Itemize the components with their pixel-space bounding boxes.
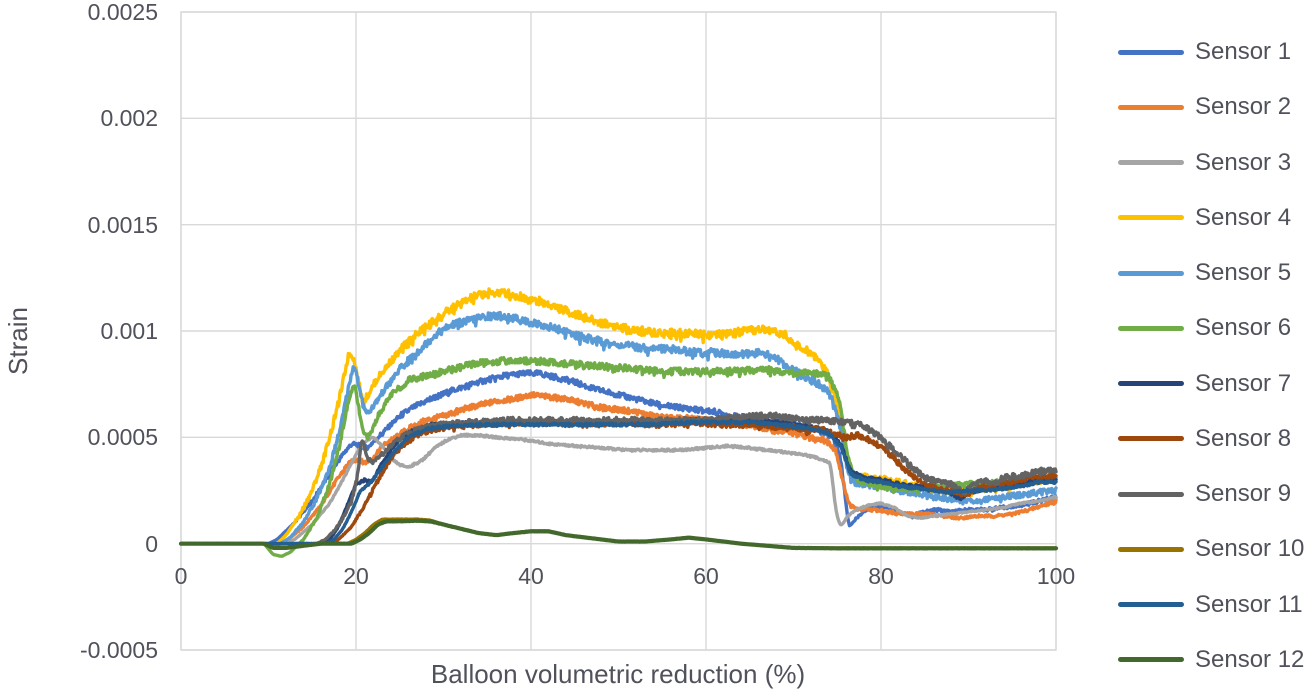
y-tick-label: 0 bbox=[145, 530, 158, 557]
legend-swatch-sensor-9 bbox=[1118, 491, 1184, 497]
legend-item-sensor-10: Sensor 10 bbox=[1118, 527, 1304, 571]
legend-label-sensor-4: Sensor 4 bbox=[1195, 203, 1292, 231]
legend-swatch-sensor-12 bbox=[1118, 657, 1184, 663]
legend-label-sensor-2: Sensor 2 bbox=[1195, 93, 1292, 121]
legend-item-sensor-12: Sensor 12 bbox=[1118, 638, 1304, 682]
legend-label-sensor-3: Sensor 3 bbox=[1195, 148, 1292, 176]
legend-item-sensor-11: Sensor 11 bbox=[1118, 583, 1303, 627]
legend-label-sensor-11: Sensor 11 bbox=[1195, 590, 1303, 618]
legend-label-sensor-8: Sensor 8 bbox=[1195, 424, 1292, 452]
y-tick-label: -0.0005 bbox=[79, 637, 158, 663]
series-line-sensor-6 bbox=[179, 356, 1058, 558]
y-tick-label: 0.0015 bbox=[87, 211, 158, 238]
legend-label-sensor-10: Sensor 10 bbox=[1195, 535, 1305, 563]
legend-item-sensor-9: Sensor 9 bbox=[1118, 472, 1291, 516]
legend-label-sensor-1: Sensor 1 bbox=[1195, 38, 1292, 65]
series-line-sensor-3 bbox=[179, 432, 1058, 546]
y-tick-label: 0.0005 bbox=[87, 424, 158, 451]
legend-swatch-sensor-11 bbox=[1118, 602, 1184, 608]
legend-swatch-sensor-1 bbox=[1118, 49, 1184, 55]
series-line-sensor-2 bbox=[179, 391, 1058, 546]
x-tick-label: 0 bbox=[174, 563, 188, 589]
series-line-sensor-9 bbox=[179, 411, 1058, 546]
legend-item-sensor-8: Sensor 8 bbox=[1118, 417, 1291, 461]
x-axis-title: Balloon volumetric reduction (%) bbox=[430, 659, 806, 689]
y-tick-label: 0.002 bbox=[100, 105, 158, 132]
legend-item-sensor-7: Sensor 7 bbox=[1118, 362, 1291, 406]
legend-swatch-sensor-8 bbox=[1118, 436, 1184, 442]
series-line-sensor-5 bbox=[179, 310, 1058, 548]
legend-label-sensor-6: Sensor 6 bbox=[1195, 314, 1292, 342]
legend-swatch-sensor-5 bbox=[1118, 270, 1184, 276]
legend-swatch-sensor-6 bbox=[1118, 325, 1184, 331]
legend-swatch-sensor-4 bbox=[1118, 215, 1184, 221]
legend-label-sensor-9: Sensor 9 bbox=[1195, 480, 1292, 508]
legend-item-sensor-5: Sensor 5 bbox=[1118, 251, 1291, 295]
legend-label-sensor-5: Sensor 5 bbox=[1195, 259, 1292, 287]
y-axis-title: Strain bbox=[3, 307, 33, 375]
series-line-sensor-12 bbox=[178, 518, 1059, 551]
x-tick-label: 40 bbox=[518, 563, 544, 589]
legend-label-sensor-7: Sensor 7 bbox=[1195, 369, 1292, 397]
legend-item-sensor-3: Sensor 3 bbox=[1118, 141, 1291, 185]
x-tick-label: 80 bbox=[868, 563, 894, 589]
plot-border bbox=[180, 11, 1057, 651]
legend-item-sensor-6: Sensor 6 bbox=[1118, 306, 1291, 350]
legend-swatch-sensor-2 bbox=[1118, 104, 1184, 110]
legend-swatch-sensor-10 bbox=[1118, 546, 1184, 552]
legend-swatch-sensor-3 bbox=[1118, 160, 1184, 166]
y-tick-label: 0.001 bbox=[100, 318, 158, 344]
legend-label-sensor-12: Sensor 12 bbox=[1195, 645, 1305, 673]
x-tick-label: 20 bbox=[343, 563, 369, 589]
x-tick-label: 100 bbox=[1036, 563, 1076, 589]
legend: Sensor 1 Sensor 2 Sensor 3 Sensor 4 Sensor 5… bbox=[1118, 0, 1315, 696]
legend-item-sensor-2: Sensor 2 bbox=[1118, 85, 1291, 129]
legend-item-sensor-1: Sensor 1 bbox=[1118, 30, 1291, 74]
x-tick-label: 60 bbox=[693, 563, 719, 589]
legend-swatch-sensor-7 bbox=[1118, 381, 1184, 387]
legend-item-sensor-4: Sensor 4 bbox=[1118, 196, 1291, 240]
y-tick-label: 0.0025 bbox=[87, 0, 158, 25]
